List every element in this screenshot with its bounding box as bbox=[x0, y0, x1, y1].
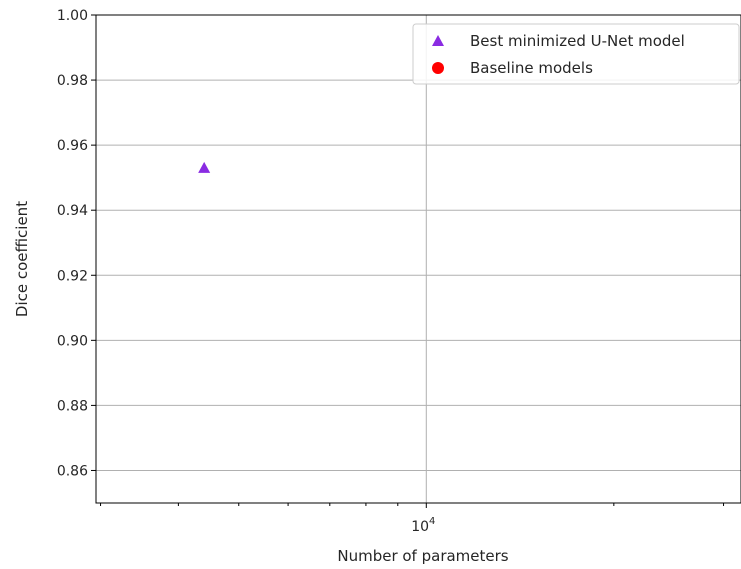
plot-frame bbox=[95, 14, 741, 504]
x-tick-label: 104 bbox=[411, 516, 435, 535]
best-model-point bbox=[198, 161, 211, 173]
y-tick-label: 0.94 bbox=[57, 203, 88, 219]
y-tick-label: 0.90 bbox=[57, 333, 88, 349]
y-tick-label: 0.98 bbox=[57, 73, 88, 89]
legend-circle-marker bbox=[432, 62, 444, 74]
x-axis-ticks: 104105106107 bbox=[100, 503, 725, 535]
grid bbox=[96, 14, 741, 503]
legend-label-baseline: Baseline models bbox=[470, 59, 593, 77]
x-axis-label: Number of parameters bbox=[337, 547, 508, 565]
y-tick-label: 0.88 bbox=[57, 398, 88, 414]
y-axis-label: Dice coefficient bbox=[13, 201, 31, 317]
y-tick-label: 1.00 bbox=[57, 8, 88, 24]
y-axis-ticks: 0.86 0.88 0.90 0.92 0.94 0.96 0.98 1.00 bbox=[57, 8, 96, 479]
legend-label-best-model: Best minimized U-Net model bbox=[470, 32, 685, 50]
y-tick-label: 0.92 bbox=[57, 268, 88, 284]
legend-triangle-marker bbox=[432, 35, 444, 46]
y-tick-label: 0.86 bbox=[57, 463, 88, 479]
y-tick-label: 0.96 bbox=[57, 138, 88, 154]
data-marks bbox=[198, 161, 211, 173]
legend-box bbox=[412, 23, 740, 85]
legend: Best minimized U-Net model Baseline mode… bbox=[412, 23, 740, 85]
